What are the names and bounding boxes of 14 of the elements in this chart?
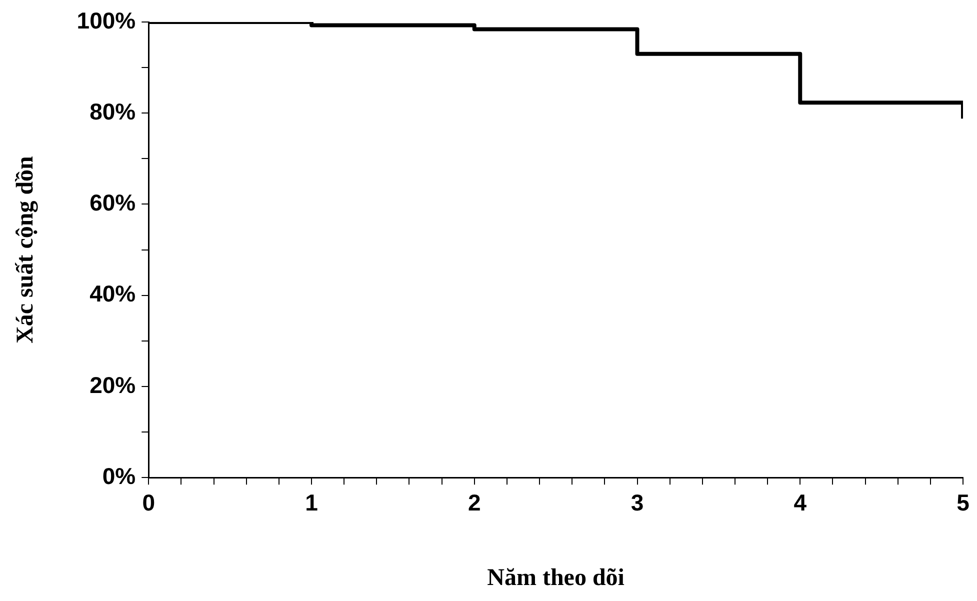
x-tick-label: 3 — [630, 490, 644, 516]
y-tick-label: 40% — [90, 280, 136, 307]
x-tick-label: 1 — [305, 490, 318, 516]
x-tick-label: 4 — [794, 490, 807, 516]
y-axis-title: Xác suất cộng dồn — [12, 156, 39, 344]
y-tick-label: 20% — [90, 372, 136, 398]
y-tick-label: 0% — [102, 462, 136, 489]
x-tick-label: 2 — [468, 490, 481, 516]
x-tick-label: 5 — [956, 490, 970, 516]
y-tick-label: 60% — [90, 190, 136, 216]
y-tick-label: 100% — [76, 7, 136, 34]
x-tick-label: 0 — [142, 490, 156, 516]
x-axis-title: Năm theo dõi — [487, 564, 625, 591]
y-tick-label: 80% — [90, 98, 136, 124]
